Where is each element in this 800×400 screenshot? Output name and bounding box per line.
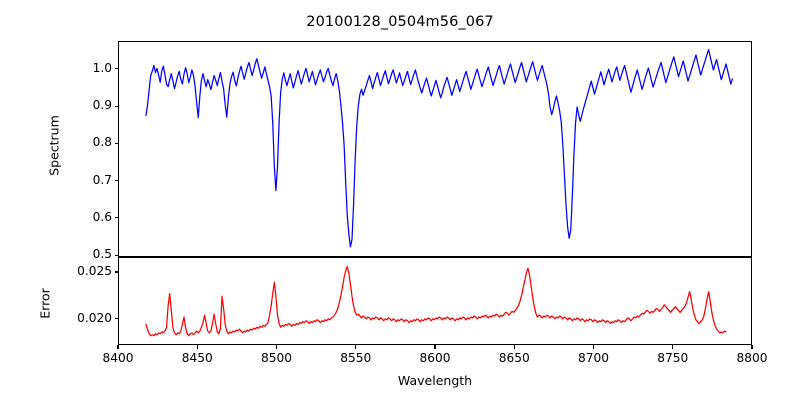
spectrum-ytick-label: 0.9 xyxy=(92,98,112,113)
tick-mark xyxy=(114,68,118,70)
error-axes xyxy=(118,257,752,345)
wavelength-tick-label: 8600 xyxy=(419,351,451,365)
tick-mark xyxy=(672,345,674,349)
error-ytick-label: 0.020 xyxy=(77,310,112,325)
tick-mark xyxy=(751,345,753,349)
wavelength-tick-label: 8700 xyxy=(577,351,610,365)
tick-mark xyxy=(114,271,118,273)
tick-mark xyxy=(592,345,595,349)
tick-mark xyxy=(434,345,436,349)
wavelength-tick-label: 8450 xyxy=(181,351,213,365)
error-y-axis-label: Error xyxy=(37,288,53,319)
tick-mark xyxy=(117,345,119,349)
wavelength-tick-label: 8800 xyxy=(736,351,768,365)
data-line xyxy=(145,48,734,248)
tick-mark xyxy=(275,345,278,349)
spectrum-ytick-label: 0.5 xyxy=(92,247,112,262)
wavelength-tick-label: 8400 xyxy=(102,351,134,365)
tick-mark xyxy=(513,345,515,349)
wavelength-tick-label: 8750 xyxy=(657,351,689,365)
wavelength-tick-label: 8500 xyxy=(260,351,293,365)
tick-mark xyxy=(114,105,118,107)
tick-mark xyxy=(114,180,118,182)
tick-mark xyxy=(114,142,118,144)
data-line xyxy=(145,265,727,337)
tick-mark xyxy=(355,345,357,349)
error-ytick-label: 0.025 xyxy=(77,263,112,278)
spectrum-axes xyxy=(118,41,752,257)
tick-mark xyxy=(114,217,118,219)
spectrum-ytick-label: 1.0 xyxy=(92,60,112,75)
tick-mark xyxy=(114,254,118,256)
spectrum-plot-svg xyxy=(145,48,734,248)
error-plot-svg xyxy=(145,265,727,337)
wavelength-tick-label: 8650 xyxy=(498,351,530,365)
figure-title: 20100128_0504m56_067 xyxy=(306,14,494,30)
spectrum-ytick-label: 0.6 xyxy=(92,209,112,224)
spectrum-ytick-label: 0.7 xyxy=(92,172,112,187)
spectrum-ytick-label: 0.8 xyxy=(92,135,112,150)
tick-mark xyxy=(196,345,198,349)
x-axis-label: Wavelength xyxy=(397,373,473,388)
tick-mark xyxy=(114,318,118,320)
wavelength-tick-label: 8550 xyxy=(340,351,372,365)
spectrum-y-axis-label: Spectrum xyxy=(46,115,62,176)
